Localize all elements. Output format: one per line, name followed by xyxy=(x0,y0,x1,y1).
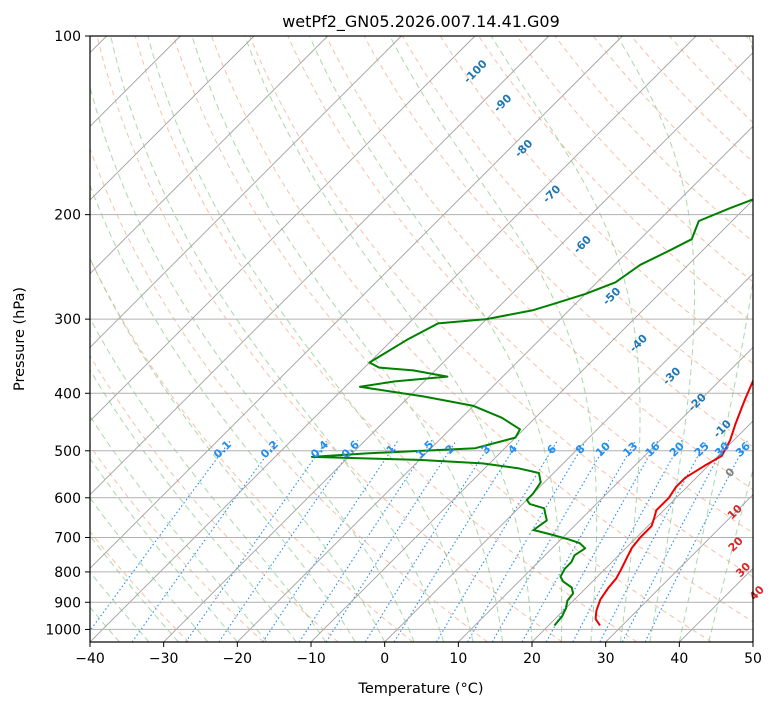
dry-adiabat-line xyxy=(90,530,190,642)
dewpoint-line xyxy=(310,198,753,627)
moist-adiabat-line xyxy=(309,36,563,642)
mixing-ratio-line xyxy=(90,439,232,632)
dry-adiabat-line xyxy=(287,36,753,534)
moist-adiabat-line xyxy=(191,36,503,642)
x-tick-label: 10 xyxy=(449,651,467,667)
chart-title: wetPf2_GN05.2026.007.14.41.G09 xyxy=(282,12,560,32)
y-axis-title: Pressure (hPa) xyxy=(12,287,28,391)
y-tick-label: 1000 xyxy=(45,622,81,638)
mixing-ratio-line xyxy=(218,439,359,642)
x-tick-label: 0 xyxy=(380,651,389,667)
isotherm-line xyxy=(384,273,753,642)
x-tick-label: −40 xyxy=(75,651,105,667)
x-axis-title: Temperature (°C) xyxy=(357,681,483,697)
isotherm-line xyxy=(90,36,623,569)
moist-adiabat-line xyxy=(389,36,598,642)
plot-frame xyxy=(89,35,754,643)
isotherm-line xyxy=(605,494,753,642)
dry-adiabat-line xyxy=(90,257,414,642)
mixing-ratio-line xyxy=(393,440,520,642)
dry-adiabat-line xyxy=(401,36,753,406)
moist-adiabat-line xyxy=(90,497,209,642)
mixing-ratio-line xyxy=(435,440,559,642)
mixing-ratio-line xyxy=(521,440,637,642)
y-tick-label: 500 xyxy=(54,444,81,460)
moist-adiabat-line xyxy=(90,184,386,642)
dry-adiabat-line xyxy=(325,36,753,491)
x-tick-label: 30 xyxy=(597,651,615,667)
dry-adiabat-line xyxy=(96,36,563,642)
isotherm-line xyxy=(90,36,549,496)
moist-adiabat-line xyxy=(90,317,327,642)
isotherm-line xyxy=(90,36,476,422)
x-tick-label: 50 xyxy=(744,651,762,667)
x-tick-label: −10 xyxy=(296,651,326,667)
sounding-series xyxy=(310,198,753,627)
y-axis: 100 200 300 400 500 600 700 800 900 1000 xyxy=(45,29,90,638)
moist-adiabat-line xyxy=(678,36,753,642)
moist-adiabat-line xyxy=(616,36,695,642)
dry-adiabat-line xyxy=(249,36,753,578)
x-tick-label: −20 xyxy=(223,651,253,667)
moist-adiabat-line xyxy=(708,467,753,642)
y-tick-label: 100 xyxy=(54,29,81,45)
mixing-ratio-line xyxy=(262,439,399,642)
isotherm-line xyxy=(163,52,753,642)
moist-adiabat-line xyxy=(90,534,179,642)
y-tick-label: 600 xyxy=(54,491,81,507)
isotherm-line xyxy=(90,36,255,201)
moist-adiabat-line xyxy=(110,36,445,642)
mixing-ratio-line xyxy=(621,440,728,642)
y-tick-label: 300 xyxy=(54,312,81,328)
y-tick-label: 800 xyxy=(54,565,81,581)
x-tick-label: 20 xyxy=(523,651,541,667)
moist-adiabat-line xyxy=(90,257,356,642)
isotherm-line xyxy=(458,346,753,642)
background-lines xyxy=(90,36,753,642)
moist-adiabat-line xyxy=(490,36,641,642)
moist-adiabat-line xyxy=(244,36,533,642)
temperature-line xyxy=(594,378,753,627)
y-tick-label: 400 xyxy=(54,386,81,402)
moist-adiabat-line xyxy=(90,368,297,642)
dry-adiabat-line xyxy=(134,36,638,642)
dry-adiabat-line xyxy=(90,354,339,642)
moist-adiabat-line xyxy=(90,571,150,642)
y-tick-label: 900 xyxy=(54,595,81,611)
plot-background xyxy=(90,36,753,642)
isotherm-line xyxy=(237,125,753,642)
isotherm-line xyxy=(90,36,328,275)
x-tick-label: 40 xyxy=(670,651,688,667)
mixing-ratio-line xyxy=(298,439,433,642)
moist-adiabat-line xyxy=(90,457,238,642)
x-tick-label: −30 xyxy=(149,651,179,667)
isotherm-line xyxy=(310,199,753,642)
moist-adiabat-line xyxy=(147,36,474,642)
dry-adiabat-line xyxy=(439,36,753,365)
y-tick-label: 200 xyxy=(54,208,81,224)
moist-adiabat-line xyxy=(90,415,268,642)
isotherm-line xyxy=(90,36,402,348)
dry-adiabat-line xyxy=(211,36,753,623)
isotherm-line xyxy=(531,420,753,642)
isotherm-line xyxy=(90,36,697,642)
mixing-ratio-line xyxy=(467,440,587,642)
y-tick-label: 700 xyxy=(54,531,81,547)
x-axis: −40 −30 −20 −10 0 10 20 30 40 50 xyxy=(75,642,762,667)
